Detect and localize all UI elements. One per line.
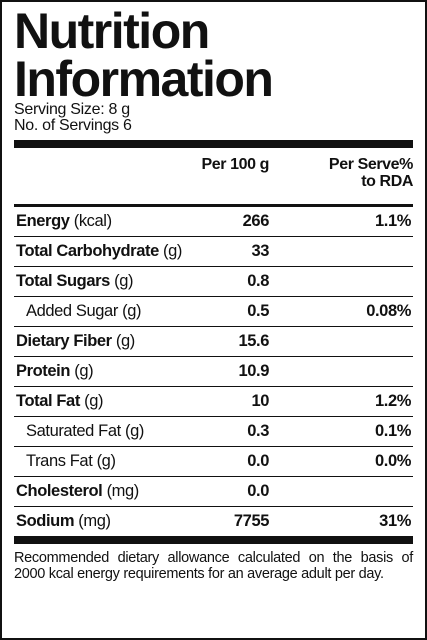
nutrient-name: Cholesterol — [16, 482, 103, 500]
nutrient-name: Sodium — [16, 512, 75, 530]
nutrient-label: Saturated Fat (g) — [26, 417, 144, 446]
table-header: Per 100 g Per Serve% to RDA — [14, 148, 413, 207]
nutrient-name: Protein — [16, 362, 71, 380]
rda-value: 31% — [379, 512, 411, 530]
nutrient-name: Dietary Fiber — [16, 332, 112, 350]
nutrient-unit: (mg) — [106, 482, 140, 500]
title-line: Information — [14, 51, 274, 107]
nutrient-row: Total Carbohydrate (g) 33 — [14, 237, 413, 267]
nutrient-name: Added Sugar — [26, 302, 118, 320]
nutrient-name: Total Fat — [16, 392, 80, 410]
nutrient-unit: (g) — [122, 302, 142, 320]
per-100g-value: 0.0 — [247, 482, 269, 500]
per-100g-value: 7755 — [233, 512, 270, 530]
nutrient-row: Cholesterol (mg) 0.0 — [14, 477, 413, 507]
per-100g-value: 0.0 — [247, 452, 269, 470]
divider-bar — [14, 536, 413, 544]
per-100g-value: 10 — [251, 392, 269, 410]
per-100g-value: 0.3 — [247, 422, 269, 440]
per-100g-value: 0.8 — [247, 272, 269, 290]
nutrient-label: Total Fat (g) — [16, 387, 103, 416]
nutrient-label: Total Sugars (g) — [16, 267, 133, 296]
nutrient-unit: (kcal) — [73, 212, 112, 230]
nutrient-label: Cholesterol (mg) — [16, 477, 139, 506]
title-line: Nutrition — [14, 3, 210, 59]
per-100g-value: 15.6 — [238, 332, 269, 350]
nutrient-unit: (g) — [96, 452, 116, 470]
divider-bar — [14, 140, 413, 148]
nutrient-row: Added Sugar (g) 0.5 0.08% — [14, 297, 413, 327]
rda-value: 1.2% — [374, 392, 411, 410]
nutrient-unit: (g) — [124, 422, 144, 440]
table-body: Energy (kcal) 266 1.1% Total Carbohydrate (… — [14, 207, 413, 536]
nutrient-row: Energy (kcal) 266 1.1% — [14, 207, 413, 237]
nutrient-label: Protein (g) — [16, 357, 94, 386]
nutrient-label: Dietary Fiber (g) — [16, 327, 135, 356]
nutrient-label: Total Carbohydrate (g) — [16, 237, 182, 266]
per-100g-value: 0.5 — [247, 302, 269, 320]
nutrient-row: Trans Fat (g) 0.0 0.0% — [14, 447, 413, 477]
nutrient-name: Total Sugars — [16, 272, 110, 290]
nutrient-row: Sodium (mg) 7755 31% — [14, 507, 413, 536]
per-100g-value: 10.9 — [238, 362, 269, 380]
rda-value: 0.0% — [374, 452, 411, 470]
per-100g-value: 266 — [242, 212, 270, 230]
nutrient-row: Protein (g) 10.9 — [14, 357, 413, 387]
nutrient-label: Added Sugar (g) — [26, 297, 141, 326]
nutrient-row: Total Sugars (g) 0.8 — [14, 267, 413, 297]
header-per-serve: Per Serve% to RDA — [329, 156, 413, 190]
nutrient-name: Saturated Fat — [26, 422, 121, 440]
nutrient-label: Trans Fat (g) — [26, 447, 116, 476]
header-line: to RDA — [361, 173, 413, 190]
nutrient-label: Energy (kcal) — [16, 207, 112, 236]
nutrient-unit: (mg) — [78, 512, 111, 530]
rda-value: 0.08% — [366, 302, 411, 320]
nutrient-name: Energy — [16, 212, 70, 230]
nutrient-label: Sodium (mg) — [16, 507, 111, 536]
rda-value: 1.1% — [374, 212, 411, 230]
nutrient-unit: (g) — [74, 362, 94, 380]
serving-size: Serving Size: 8 g — [14, 101, 130, 118]
nutrient-unit: (g) — [115, 332, 135, 350]
nutrient-name: Total Carbohydrate — [16, 242, 159, 260]
per-100g-value: 33 — [251, 242, 269, 260]
nutrient-row: Total Fat (g) 10 1.2% — [14, 387, 413, 417]
nutrient-unit: (g) — [114, 272, 134, 290]
rda-value: 0.1% — [374, 422, 411, 440]
footnote: Recommended dietary allowance calculated… — [14, 550, 413, 582]
serving-count: No. of Servings 6 — [14, 117, 132, 134]
nutrient-name: Trans Fat — [26, 452, 93, 470]
header-per-100g: Per 100 g — [201, 156, 269, 173]
nutrient-row: Dietary Fiber (g) 15.6 — [14, 327, 413, 357]
nutrient-unit: (g) — [84, 392, 104, 410]
nutrient-row: Saturated Fat (g) 0.3 0.1% — [14, 417, 413, 447]
nutrient-unit: (g) — [163, 242, 183, 260]
header-line: Per Serve% — [328, 156, 413, 173]
